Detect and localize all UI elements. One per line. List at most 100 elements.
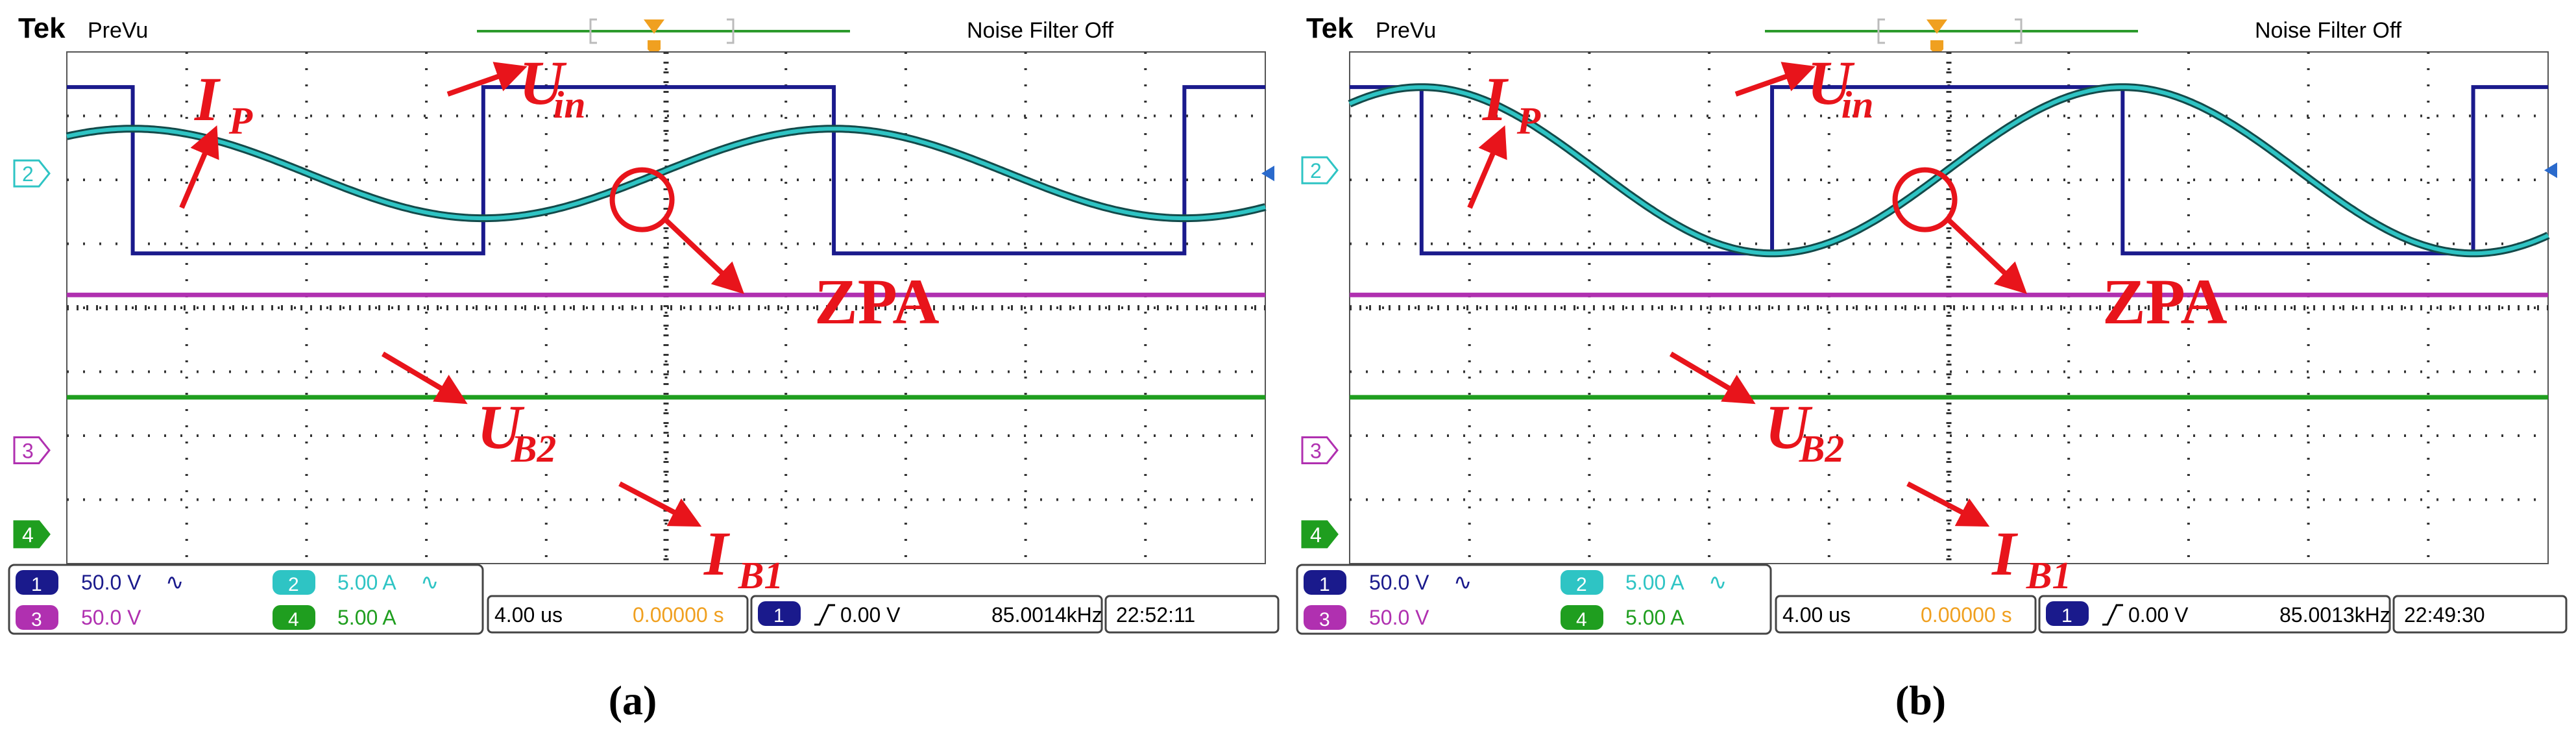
zpa-circle: [609, 167, 675, 232]
ub2-arrow: [381, 351, 468, 405]
ch2-ground-marker-icon-label: 2: [1310, 159, 1322, 182]
channel-readout-box: [8, 564, 484, 635]
annotation-ib1_sub: B1: [738, 554, 783, 597]
ch4-scale: 5.00 A: [1625, 606, 1684, 629]
clock-time: 22:49:30: [2404, 603, 2485, 627]
ch2-badge: [1561, 570, 1603, 595]
ch4-ground-marker-icon-label: 4: [1310, 523, 1322, 547]
ch2-badge: [273, 570, 315, 595]
ch2-scale: 5.00 A: [1625, 571, 1684, 594]
mode-label: PreVu: [88, 18, 148, 43]
ch3-ground-marker-icon: [1301, 436, 1339, 464]
mode-label: PreVu: [1376, 18, 1436, 43]
timebase-box: [1775, 595, 2037, 634]
frequency-value: 85.0014kHz: [991, 603, 1102, 627]
trigger-level-icon: [1261, 166, 1274, 182]
annotation-ip_sub: P: [1516, 99, 1541, 142]
ch3-ground-marker-icon-label: 3: [1310, 439, 1322, 462]
zpa-arrow: [1946, 218, 2028, 294]
ch2-badge-num: 2: [288, 574, 299, 595]
ch2-scale: 5.00 A: [337, 571, 396, 594]
annotation-ip_sub: P: [228, 99, 253, 142]
annotation-ib1: I: [703, 519, 731, 588]
ch3-ground-marker-icon: [13, 436, 51, 464]
ip-arrow: [1467, 125, 1507, 209]
ac-coupling-icon: ∿: [420, 570, 439, 595]
ub2-arrow: [1669, 351, 1756, 405]
ac-coupling-icon: ∿: [1453, 570, 1472, 595]
annotation-ib1: I: [1991, 519, 2019, 588]
annotation-ub2_sub: B2: [511, 427, 556, 470]
noise-filter-status: Noise Filter Off: [967, 18, 1114, 43]
clock-time: 22:52:11: [1116, 603, 1195, 627]
record-window-bracket: [589, 18, 735, 44]
ch3-scale: 50.0 V: [81, 606, 141, 629]
graticule-frame: [66, 51, 1266, 564]
annotation-zpa: ZPA: [814, 266, 940, 338]
delay-value: 0.00000 s: [633, 603, 724, 627]
timebase-value: 4.00 us: [494, 603, 563, 627]
ac-coupling-icon: ∿: [165, 570, 184, 595]
ac-coupling-icon: ∿: [1708, 570, 1727, 595]
panel-caption: (b): [1895, 677, 1946, 723]
ib1-arrow: [618, 481, 702, 527]
timebase-box: [487, 595, 749, 634]
clock-box: [2392, 595, 2568, 634]
annotation-zpa: ZPA: [2102, 266, 2228, 338]
ch1-badge: [1304, 570, 1346, 595]
trigger-level-icon: [2544, 162, 2557, 179]
ch1-badge-num: 1: [1319, 574, 1330, 595]
zpa-arrow: [663, 218, 745, 294]
rising-edge-icon: [814, 604, 835, 626]
channel-readout-box: [1296, 564, 1772, 635]
ch2-ground-marker-icon: [1301, 156, 1339, 184]
record-window-bracket: [1877, 18, 2023, 44]
trigger-box: [2038, 595, 2391, 634]
ib1-arrow: [1906, 481, 1990, 527]
brand-logo: Tek: [18, 12, 66, 44]
timebase-value: 4.00 us: [1782, 603, 1851, 627]
delay-value: 0.00000 s: [1921, 603, 2012, 627]
zpa-circle: [1892, 167, 1958, 232]
ch4-ground-marker-icon: [1301, 520, 1339, 549]
ch3-badge: [16, 605, 58, 630]
ip-arrow: [179, 125, 219, 209]
ch3-ground-marker-icon-label: 3: [22, 439, 34, 462]
ch1-badge-num: 1: [31, 574, 42, 595]
panel-caption: (a): [609, 677, 657, 723]
ch3-badge: [1304, 605, 1346, 630]
brand-logo: Tek: [1306, 12, 1354, 44]
ch4-badge: [1561, 605, 1603, 630]
trigger-box: [750, 595, 1103, 634]
trace-ip: [1348, 85, 2549, 256]
trigger-channel: 1: [773, 605, 784, 627]
trigger-level: 0.00 V: [840, 603, 901, 627]
ch4-ground-marker-icon-label: 4: [22, 523, 34, 547]
ch4-badge-num: 4: [288, 609, 299, 630]
ch1-badge: [16, 570, 58, 595]
trigger-channel-badge: [2046, 601, 2089, 626]
uin-arrow: [1734, 62, 1816, 97]
trace-uin: [1350, 85, 2548, 256]
ch3-badge-num: 3: [31, 609, 42, 630]
annotation-uin_sub: in: [1841, 83, 1874, 126]
clock-box: [1104, 595, 1280, 634]
noise-filter-status: Noise Filter Off: [2255, 18, 2402, 43]
ch4-scale: 5.00 A: [337, 606, 396, 629]
ch3-badge-num: 3: [1319, 609, 1330, 630]
frequency-value: 85.0013kHz: [2279, 603, 2390, 627]
trigger-level: 0.00 V: [2128, 603, 2189, 627]
rising-edge-icon: [2102, 604, 2123, 626]
trace-uin: [67, 85, 1265, 256]
trigger-marker-icon: [1926, 19, 1948, 34]
ch2-badge-num: 2: [1576, 574, 1587, 595]
ch1-scale: 50.0 V: [1369, 571, 1429, 594]
ch4-badge-num: 4: [1576, 609, 1587, 630]
ch2-ground-marker-icon-label: 2: [22, 162, 34, 186]
trigger-marker-icon: [644, 19, 665, 34]
annotation-ib1_sub: B1: [2026, 554, 2071, 597]
ch2-ground-marker-icon: [13, 159, 51, 188]
trace-ip: [66, 127, 1266, 221]
